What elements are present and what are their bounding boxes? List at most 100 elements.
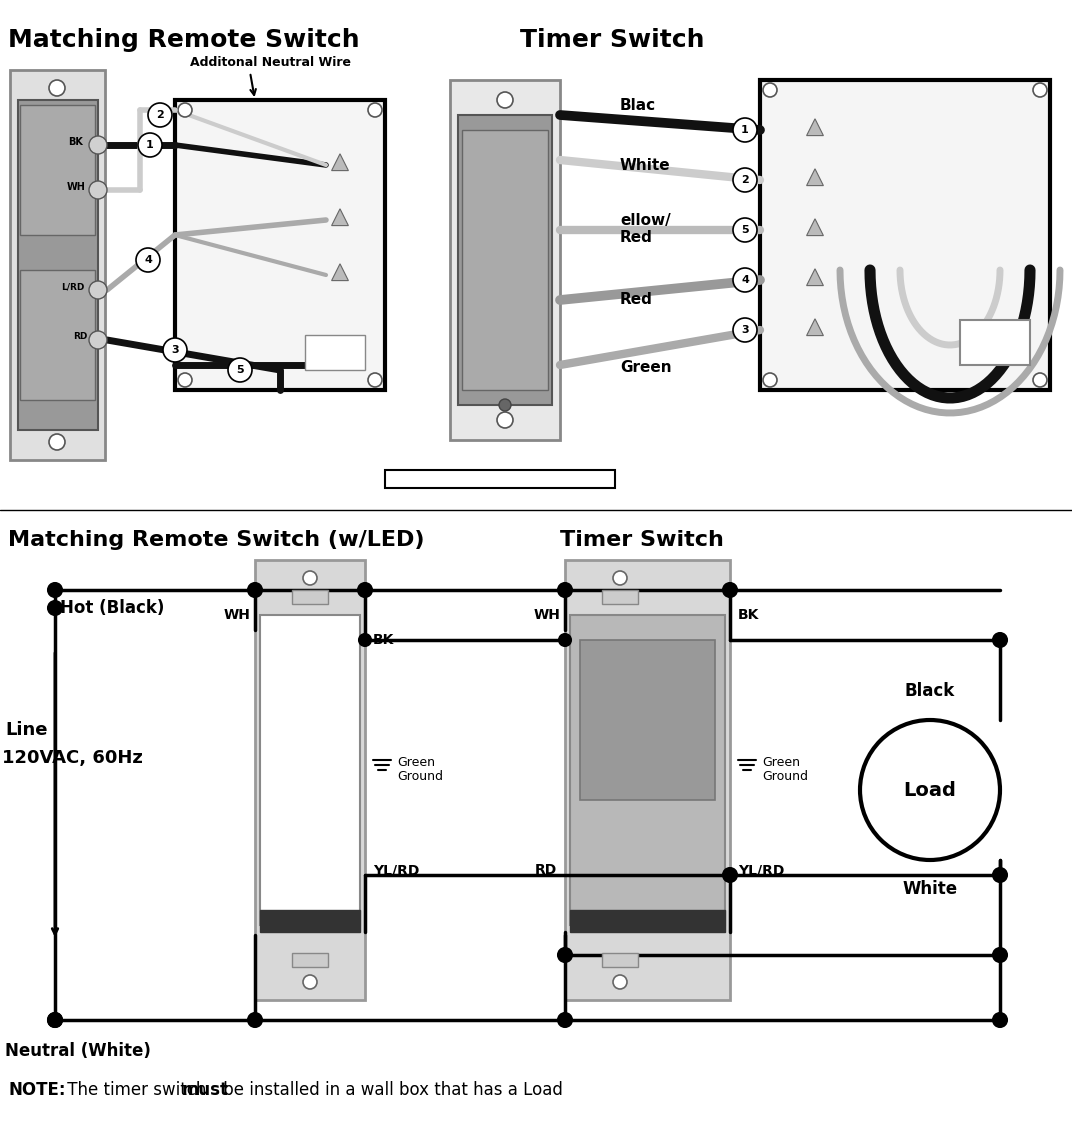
Text: White: White [903, 880, 957, 898]
Circle shape [368, 103, 382, 117]
Text: 3: 3 [172, 345, 179, 355]
Text: ellow/: ellow/ [620, 213, 671, 228]
Circle shape [49, 434, 65, 450]
Circle shape [559, 583, 572, 597]
Bar [260, 909, 360, 932]
Circle shape [228, 358, 252, 382]
Circle shape [89, 281, 107, 299]
Text: be installed in a wall box that has a Load: be installed in a wall box that has a Lo… [218, 1081, 563, 1099]
Polygon shape [331, 153, 348, 170]
Bar [255, 560, 364, 1000]
Circle shape [1033, 373, 1047, 387]
Circle shape [368, 373, 382, 387]
Circle shape [89, 331, 107, 349]
Text: BK: BK [738, 607, 759, 622]
Circle shape [48, 1013, 62, 1027]
Text: 2: 2 [157, 110, 164, 119]
Text: Ground: Ground [762, 770, 808, 782]
Circle shape [48, 583, 62, 597]
Bar [450, 80, 560, 440]
Text: Timer Switch: Timer Switch [560, 530, 724, 550]
Bar [175, 100, 385, 390]
Bar [602, 591, 638, 604]
Polygon shape [806, 219, 823, 236]
Text: BK: BK [373, 633, 394, 647]
Text: Timer Switch: Timer Switch [520, 28, 704, 52]
Bar [570, 909, 725, 932]
Text: L/RD: L/RD [61, 282, 85, 291]
Text: WH: WH [66, 181, 86, 192]
Text: 4: 4 [741, 275, 749, 285]
Text: RD: RD [535, 863, 557, 877]
Circle shape [163, 338, 187, 362]
Circle shape [498, 399, 511, 411]
Circle shape [763, 373, 777, 387]
Circle shape [48, 1013, 62, 1027]
Circle shape [733, 168, 757, 192]
Circle shape [359, 635, 371, 646]
Bar [580, 640, 715, 800]
Circle shape [89, 181, 107, 199]
Circle shape [860, 720, 1000, 860]
Circle shape [303, 975, 317, 990]
Text: White: White [620, 158, 671, 172]
Bar [292, 591, 328, 604]
Bar [458, 115, 552, 405]
Text: Neutral (White): Neutral (White) [5, 1042, 151, 1061]
Polygon shape [806, 118, 823, 135]
Circle shape [613, 975, 627, 990]
Bar [292, 953, 328, 967]
Bar [385, 470, 615, 488]
Circle shape [497, 412, 513, 428]
Bar [260, 615, 360, 925]
Text: Hot (Black): Hot (Black) [60, 598, 164, 616]
Bar [570, 615, 725, 925]
Text: Black: Black [905, 682, 955, 700]
Text: WH: WH [223, 607, 250, 622]
Text: BK: BK [69, 137, 84, 147]
Bar [18, 100, 98, 431]
Text: NOTE:: NOTE: [8, 1081, 65, 1099]
Text: RD: RD [73, 332, 87, 341]
Circle shape [993, 868, 1007, 882]
Circle shape [48, 601, 62, 615]
Text: Load: Load [904, 781, 956, 799]
Polygon shape [806, 319, 823, 336]
Circle shape [733, 218, 757, 242]
Circle shape [497, 92, 513, 108]
Circle shape [559, 635, 571, 646]
Circle shape [733, 268, 757, 292]
Bar [602, 953, 638, 967]
Circle shape [248, 583, 262, 597]
Circle shape [559, 948, 572, 962]
Circle shape [733, 118, 757, 142]
Text: must: must [182, 1081, 229, 1099]
Bar [961, 320, 1030, 365]
Circle shape [993, 1013, 1007, 1027]
Text: 1: 1 [741, 125, 749, 135]
Text: 120VAC, 60Hz: 120VAC, 60Hz [2, 749, 143, 767]
Circle shape [89, 136, 107, 154]
Circle shape [148, 103, 172, 127]
Text: Green: Green [762, 756, 800, 770]
Circle shape [138, 133, 162, 157]
Text: YL/RD: YL/RD [373, 863, 419, 877]
Circle shape [559, 1013, 572, 1027]
Text: Matching Remote Switch: Matching Remote Switch [8, 28, 359, 52]
Text: 5: 5 [236, 365, 243, 375]
Text: 2: 2 [741, 175, 749, 185]
Circle shape [613, 571, 627, 585]
Text: 3: 3 [741, 325, 749, 335]
Text: Blac: Blac [620, 98, 656, 113]
Text: Green: Green [397, 756, 435, 770]
Bar [306, 335, 364, 370]
Polygon shape [331, 208, 348, 225]
Text: YL/RD: YL/RD [738, 863, 785, 877]
Text: The timer switch: The timer switch [62, 1081, 211, 1099]
Text: Red: Red [620, 231, 653, 246]
Circle shape [303, 571, 317, 585]
Text: Green: Green [620, 361, 672, 375]
Text: Line: Line [5, 721, 47, 739]
Bar [10, 70, 105, 460]
Circle shape [733, 318, 757, 341]
